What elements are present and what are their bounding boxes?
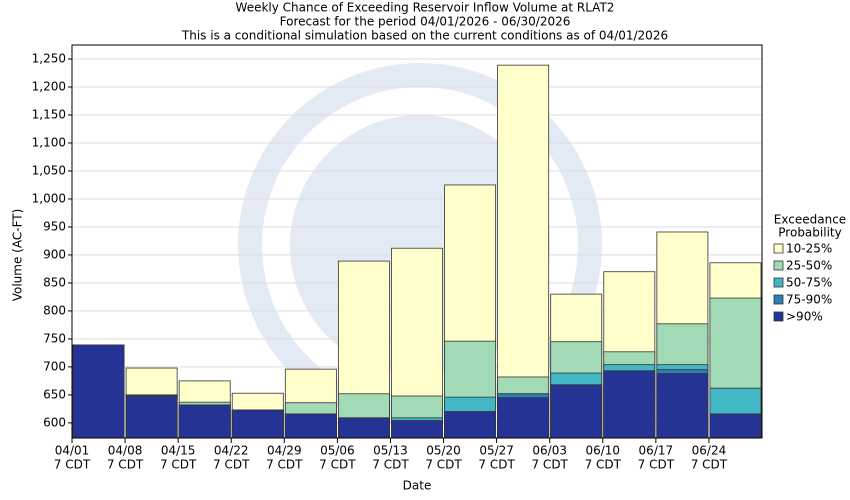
bar-segment <box>337 417 390 439</box>
legend-swatch <box>773 277 784 288</box>
x-axis-label: Date <box>403 479 432 493</box>
bar-segment <box>178 404 231 439</box>
legend-label: 75-90% <box>786 293 832 307</box>
legend-swatch <box>773 243 784 254</box>
x-tick-label: 7 CDT <box>425 458 462 472</box>
bar-segment <box>391 420 443 439</box>
y-tick-label: 600 <box>43 415 66 429</box>
bar-segment <box>231 409 284 439</box>
x-tick-label: 7 CDT <box>691 458 728 472</box>
x-tick-label: 06/03 <box>532 444 567 458</box>
x-tick-label: 04/08 <box>108 444 143 458</box>
y-tick-label: 1,200 <box>32 79 66 93</box>
x-tick-label: 06/10 <box>585 444 620 458</box>
x-tick-label: 7 CDT <box>107 458 144 472</box>
bar-segment <box>497 397 550 439</box>
x-tick-label: 04/15 <box>161 444 196 458</box>
y-tick-label: 800 <box>43 303 66 317</box>
y-tick-label: 900 <box>43 247 66 261</box>
x-tick-label: 7 CDT <box>213 458 250 472</box>
x-tick-label: 05/27 <box>479 444 514 458</box>
y-tick-label: 1,100 <box>32 135 66 149</box>
bar-segment <box>709 413 762 439</box>
x-tick-label: 04/22 <box>214 444 249 458</box>
legend-label: 50-75% <box>786 276 832 290</box>
y-tick-label: 1,250 <box>32 51 66 65</box>
bar-segment <box>125 395 178 439</box>
legend-swatch <box>773 311 784 322</box>
legend-swatch <box>773 294 784 305</box>
x-tick-label: 7 CDT <box>531 458 568 472</box>
chart-title: This is a conditional simulation based o… <box>181 29 668 43</box>
y-tick-label: 1,050 <box>32 163 66 177</box>
x-tick-label: 7 CDT <box>372 458 409 472</box>
bar-segment <box>284 413 337 439</box>
x-tick-label: 05/06 <box>320 444 355 458</box>
legend-label: 10-25% <box>786 242 832 256</box>
bar-segment <box>72 344 125 439</box>
y-tick-label: 1,150 <box>32 107 66 121</box>
y-tick-label: 750 <box>43 331 66 345</box>
legend-title: Probability <box>778 226 841 240</box>
x-tick-label: 7 CDT <box>585 458 622 472</box>
y-tick-label: 950 <box>43 219 66 233</box>
x-tick-label: 04/01 <box>55 444 90 458</box>
bar-segment <box>656 373 709 439</box>
legend-swatch <box>773 260 784 271</box>
plot-frame <box>71 44 763 439</box>
legend-label: 25-50% <box>786 259 832 273</box>
chart-title: Weekly Chance of Exceeding Reservoir Inf… <box>236 1 615 15</box>
y-axis-label: Volume (AC-FT) <box>11 209 25 302</box>
x-tick-label: 7 CDT <box>478 458 515 472</box>
x-tick-label: 7 CDT <box>266 458 303 472</box>
x-tick-label: 7 CDT <box>54 458 91 472</box>
y-tick-label: 850 <box>43 275 66 289</box>
y-tick-label: 1,000 <box>32 191 66 205</box>
x-tick-label: 06/24 <box>692 444 727 458</box>
legend-label: >90% <box>786 310 823 324</box>
x-tick-label: 7 CDT <box>319 458 356 472</box>
x-tick-label: 06/17 <box>639 444 674 458</box>
y-tick-label: 700 <box>43 359 66 373</box>
x-tick-label: 05/20 <box>426 444 461 458</box>
bar-segment <box>444 411 497 439</box>
bar-segment <box>603 370 656 439</box>
chart-title: Forecast for the period 04/01/2026 - 06/… <box>280 15 571 29</box>
x-tick-label: 04/29 <box>267 444 302 458</box>
bar-segment <box>550 384 603 439</box>
x-tick-label: 05/13 <box>373 444 408 458</box>
y-tick-label: 650 <box>43 387 66 401</box>
legend-title: Exceedance <box>774 213 846 227</box>
x-tick-label: 7 CDT <box>160 458 197 472</box>
x-tick-label: 7 CDT <box>638 458 675 472</box>
